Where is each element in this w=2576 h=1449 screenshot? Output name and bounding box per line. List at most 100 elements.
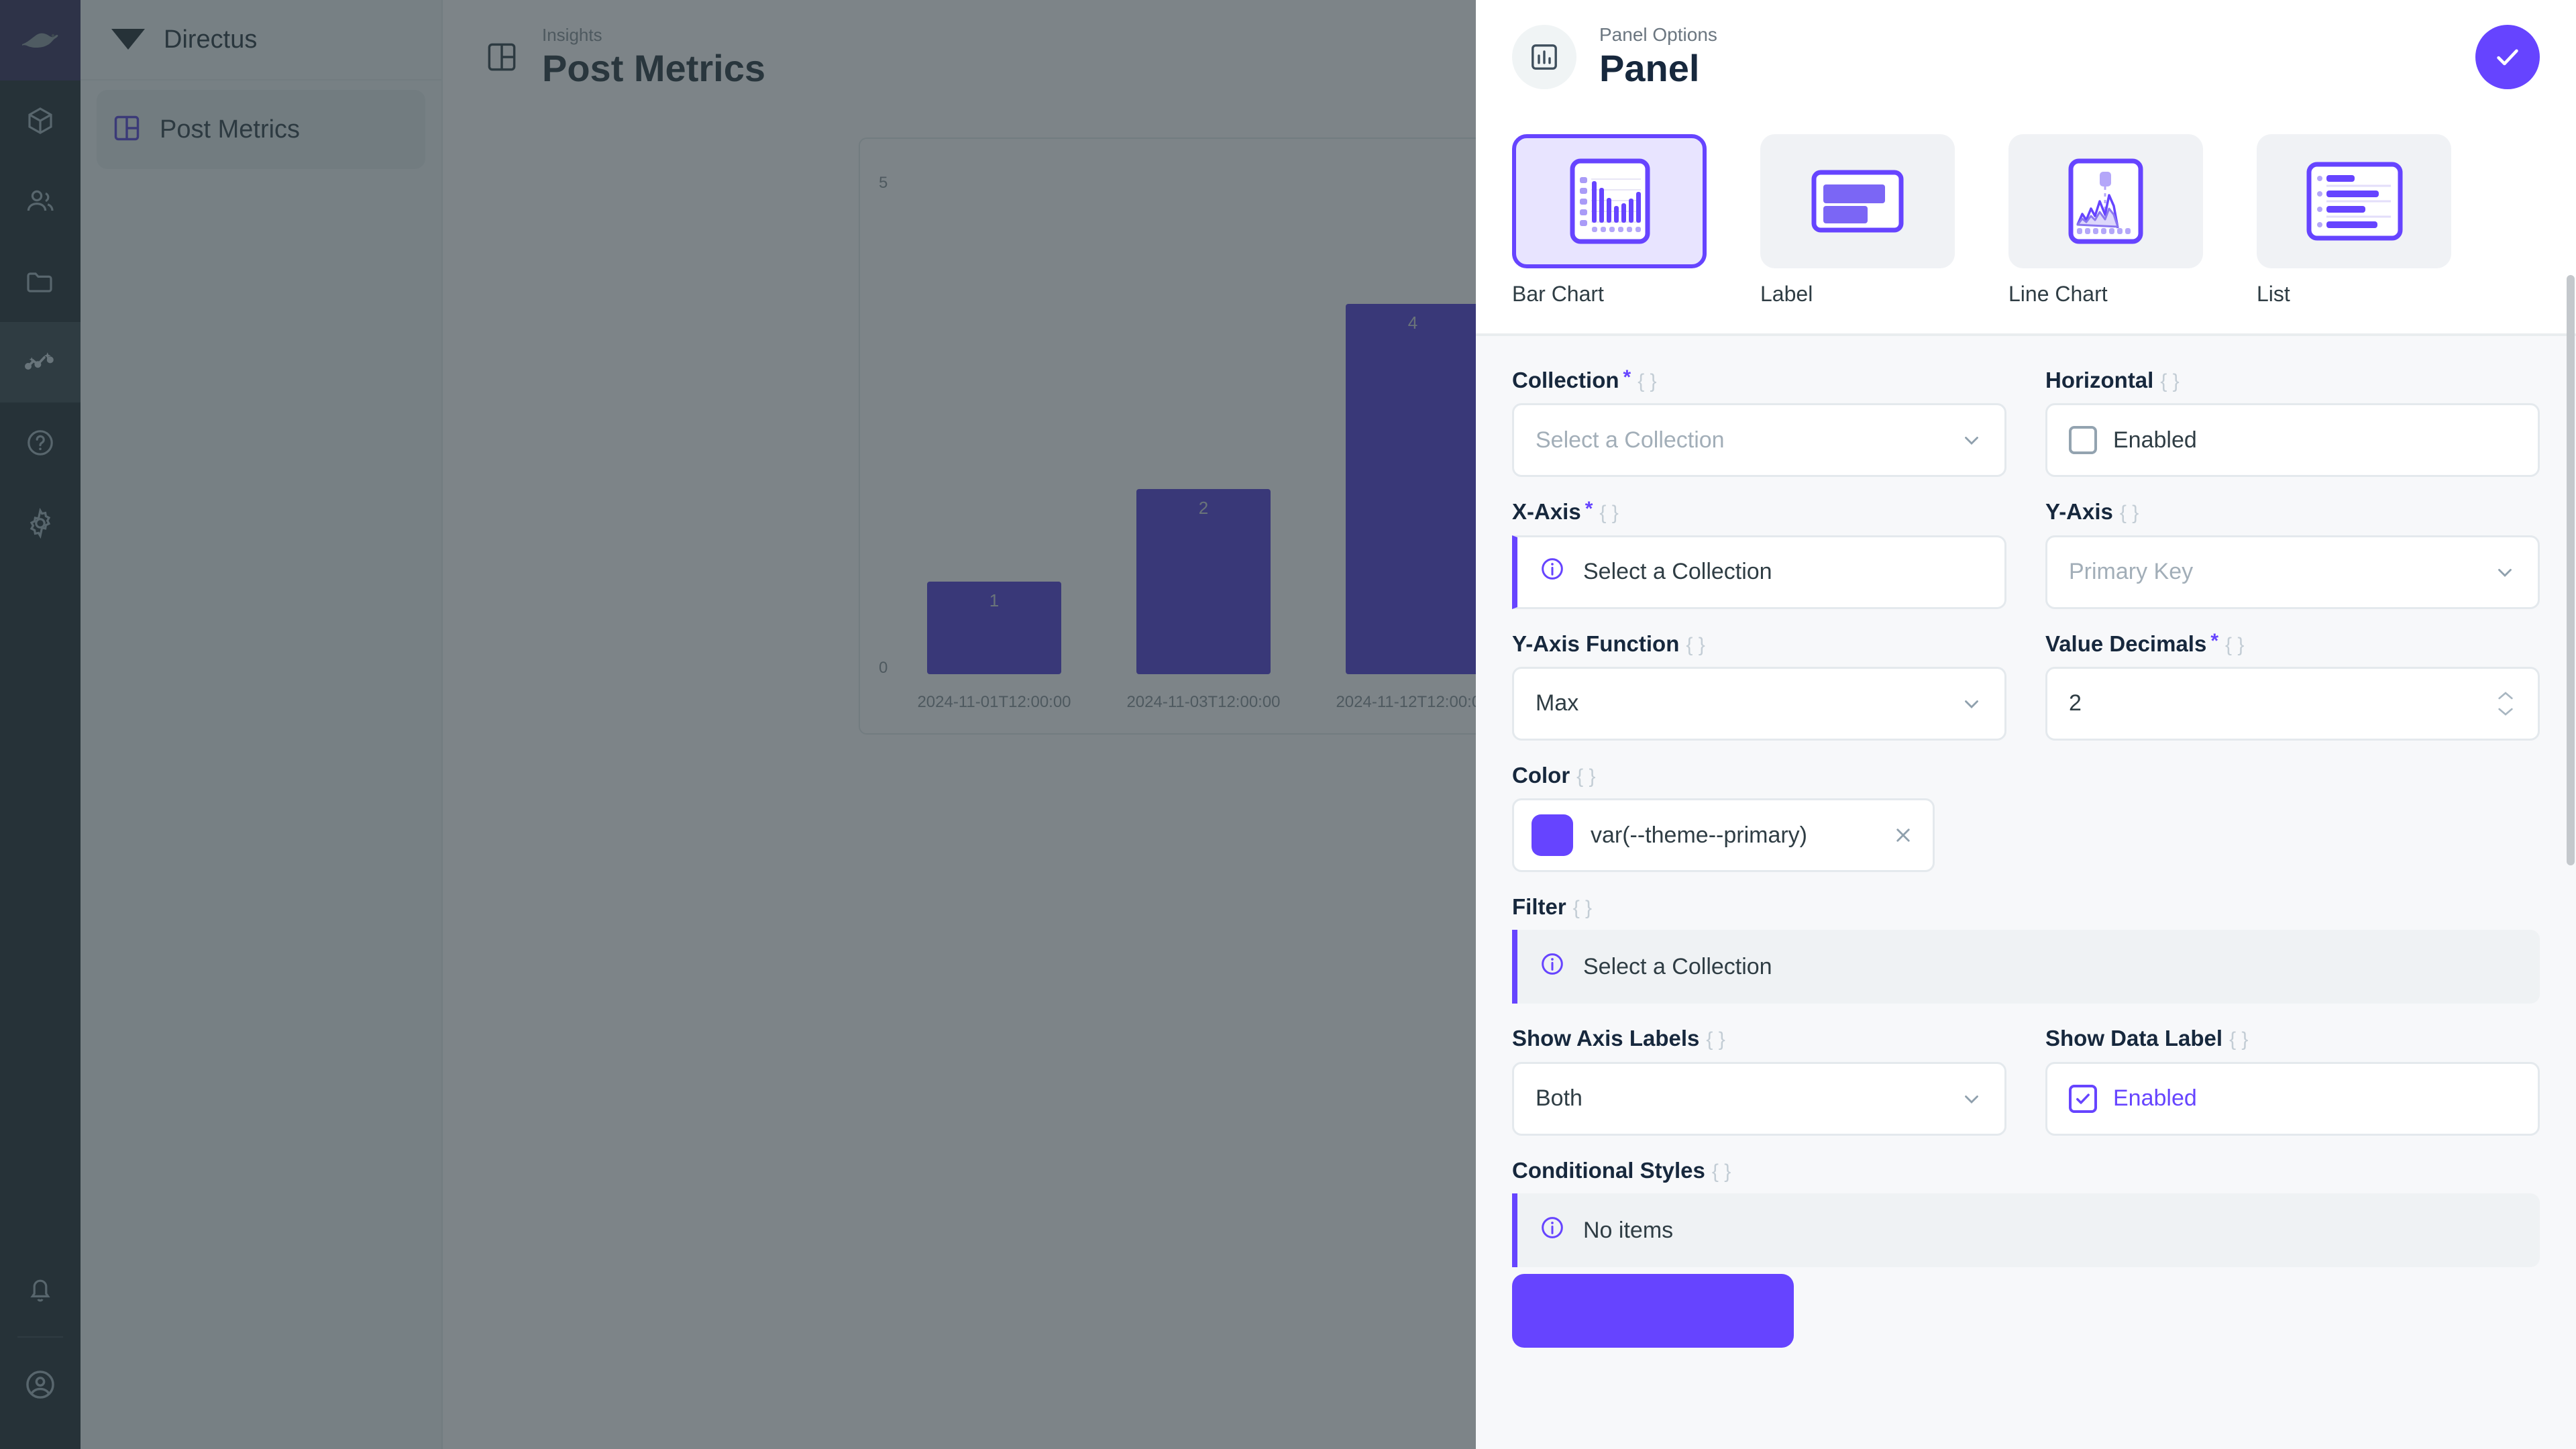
field-y-axis: Y-Axis { } Primary Key <box>2045 499 2540 609</box>
chevron-down-icon <box>2493 561 2516 584</box>
required-asterisk: * <box>2210 629 2219 652</box>
panel-type-label: Bar Chart <box>1512 282 1604 306</box>
info-icon <box>1539 1214 1566 1247</box>
panel-type-label: Label <box>1760 282 1813 306</box>
raw-value-icon: { } <box>1576 765 1596 788</box>
field-show-axis-labels: Show Axis Labels { } Both <box>1512 1026 2006 1136</box>
chevron-down-icon <box>1960 429 1983 451</box>
raw-value-icon: { } <box>2225 633 2245 656</box>
raw-value-icon: { } <box>1711 1160 1731 1183</box>
panel-type-label[interactable]: Label <box>1760 134 1955 307</box>
panel-type-bar-chart[interactable]: Bar Chart <box>1512 134 1707 307</box>
field-label: Filter { } <box>1512 894 2540 920</box>
bar-chart-icon <box>1512 25 1576 89</box>
chevron-down-icon <box>1960 692 1983 715</box>
info-icon <box>1539 951 1566 983</box>
y-axis-function-select[interactable]: Max <box>1512 666 2006 741</box>
color-input[interactable]: var(--theme--primary) <box>1512 798 1935 873</box>
field-label: Collection * { } <box>1512 366 2006 393</box>
chevron-down-icon <box>1960 1087 1983 1110</box>
horizontal-checkbox[interactable]: Enabled <box>2045 403 2540 478</box>
field-filter: Filter { } Select a Collection <box>1512 894 2540 1004</box>
field-label: Y-Axis Function { } <box>1512 631 2006 656</box>
notice-text: Select a Collection <box>1583 559 1772 585</box>
scrollbar-thumb[interactable] <box>2567 275 2575 865</box>
label-text: Show Axis Labels <box>1512 1026 1700 1051</box>
add-conditional-style-button[interactable] <box>1512 1274 1794 1348</box>
field-label: Y-Axis { } <box>2045 499 2540 525</box>
raw-value-icon: { } <box>1638 370 1657 392</box>
field-label: Value Decimals * { } <box>2045 629 2540 656</box>
checkbox-checked-icon <box>2069 1084 2097 1113</box>
x-axis-notice: Select a Collection <box>1512 535 2006 609</box>
y-axis-function-value: Max <box>1536 690 1579 716</box>
collection-select[interactable]: Select a Collection <box>1512 403 2006 478</box>
field-collection: Collection * { } Select a Collection <box>1512 366 2006 478</box>
raw-value-icon: { } <box>2229 1028 2249 1051</box>
panel-options-drawer: Panel Options Panel <box>1476 0 2576 1449</box>
field-conditional-styles: Conditional Styles { } No items <box>1512 1157 2540 1351</box>
show-axis-labels-select[interactable]: Both <box>1512 1061 2006 1136</box>
panel-options-form: Collection * { } Select a Collection <box>1476 336 2576 1449</box>
notice-text: Select a Collection <box>1583 953 1772 979</box>
panel-type-list[interactable]: List <box>2257 134 2451 307</box>
label-text: X-Axis <box>1512 499 1581 525</box>
list-preview-icon <box>2257 134 2451 268</box>
value-decimals-value: 2 <box>2069 690 2082 716</box>
label-text: Collection <box>1512 368 1619 392</box>
value-decimals-input[interactable]: 2 <box>2045 666 2540 741</box>
required-asterisk: * <box>1585 498 1593 521</box>
raw-value-icon: { } <box>1706 1028 1725 1051</box>
raw-value-icon: { } <box>2119 502 2139 525</box>
raw-value-icon: { } <box>1572 897 1593 920</box>
checkbox-label: Enabled <box>2113 427 2197 453</box>
show-data-label-checkbox[interactable]: Enabled <box>2045 1061 2540 1136</box>
y-axis-select[interactable]: Primary Key <box>2045 535 2540 609</box>
field-horizontal: Horizontal { } Enabled <box>2045 368 2540 478</box>
panel-type-selector: Bar Chart Label <box>1476 114 2576 333</box>
label-preview-icon <box>1760 134 1955 268</box>
field-x-axis: X-Axis * { } Select a Collection <box>1512 498 2006 609</box>
notice-text: No items <box>1583 1217 1674 1243</box>
label-text: Conditional Styles <box>1512 1157 1705 1183</box>
field-label: Show Data Label { } <box>2045 1026 2540 1051</box>
panel-type-line-chart[interactable]: Line Chart <box>2008 134 2203 307</box>
panel-type-label: Line Chart <box>2008 282 2108 306</box>
label-text: Horizontal <box>2045 368 2154 392</box>
field-label: Show Axis Labels { } <box>1512 1026 2006 1051</box>
raw-value-icon: { } <box>1599 502 1619 525</box>
drawer-subtitle: Panel Options <box>1599 23 1717 45</box>
field-color: Color { } var(--theme--primary) <box>1512 763 2540 873</box>
field-label: Color { } <box>1512 763 2540 788</box>
drawer-titles: Panel Options Panel <box>1599 24 1717 91</box>
close-icon[interactable] <box>1891 823 1915 847</box>
panel-type-label: List <box>2257 282 2290 306</box>
required-asterisk: * <box>1623 366 1631 388</box>
field-label: Conditional Styles { } <box>1512 1157 2540 1183</box>
collection-placeholder: Select a Collection <box>1536 427 1725 453</box>
show-axis-labels-value: Both <box>1536 1085 1582 1112</box>
label-text: Filter <box>1512 894 1566 920</box>
bar-chart-preview-icon <box>1512 134 1707 268</box>
color-swatch[interactable] <box>1532 814 1573 857</box>
drawer-title: Panel <box>1599 46 1700 89</box>
save-button[interactable] <box>2475 25 2540 89</box>
y-axis-placeholder: Primary Key <box>2069 559 2194 585</box>
quantity-stepper[interactable] <box>2495 689 2516 718</box>
drawer-divider <box>1476 333 2576 336</box>
field-y-axis-function: Y-Axis Function { } Max <box>1512 631 2006 741</box>
form-grid: Collection * { } Select a Collection <box>1512 368 2540 1374</box>
checkbox-label: Enabled <box>2113 1085 2197 1112</box>
filter-notice: Select a Collection <box>1512 930 2540 1004</box>
label-text: Show Data Label <box>2045 1026 2223 1051</box>
conditional-styles-notice: No items <box>1512 1193 2540 1268</box>
info-icon <box>1539 555 1566 588</box>
field-label: X-Axis * { } <box>1512 498 2006 525</box>
field-value-decimals: Value Decimals * { } 2 <box>2045 629 2540 741</box>
label-text: Y-Axis Function <box>1512 631 1680 656</box>
checkbox-unchecked-icon <box>2069 426 2097 455</box>
drawer-scrollbar[interactable] <box>2565 0 2576 1449</box>
field-label: Horizontal { } <box>2045 368 2540 392</box>
line-chart-preview-icon <box>2008 134 2203 268</box>
